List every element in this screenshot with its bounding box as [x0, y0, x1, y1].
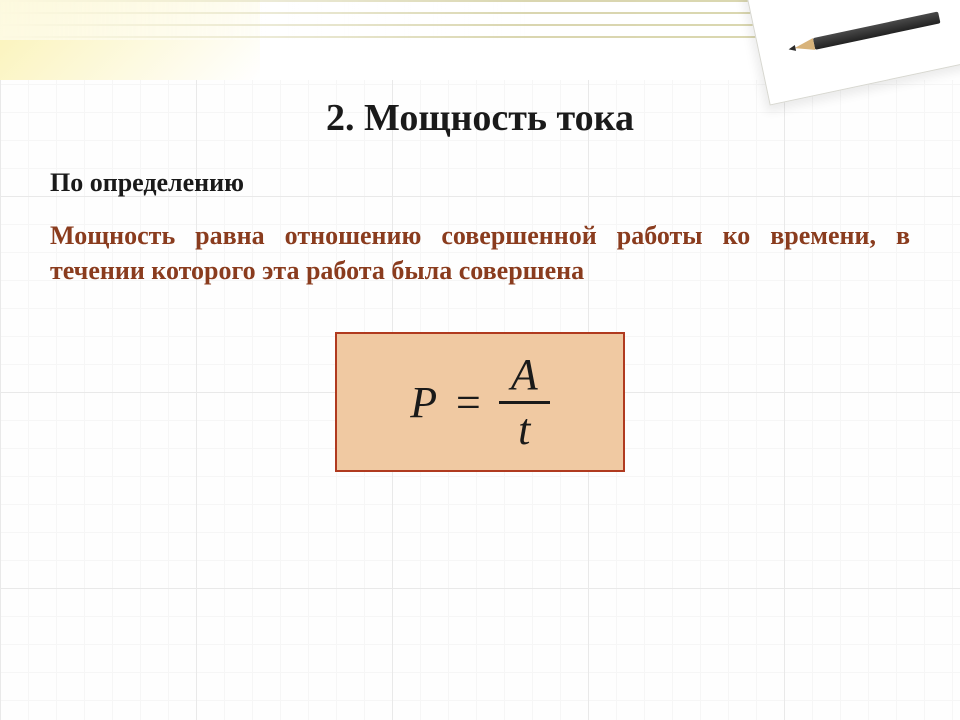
formula-denominator: t: [506, 408, 542, 452]
fraction-bar: [499, 401, 550, 404]
slide-subheading: По определению: [50, 168, 910, 198]
formula-equals: =: [453, 377, 483, 428]
formula: P = A t: [410, 353, 549, 452]
definition-text: Мощность равна отношению совершенной раб…: [50, 218, 910, 288]
header-olive-lines: [0, 0, 960, 40]
header-decorative-band: [0, 0, 960, 80]
formula-numerator: A: [499, 353, 550, 397]
slide-content: 2. Мощность тока По определению Мощность…: [0, 90, 960, 720]
formula-fraction: A t: [499, 353, 550, 452]
formula-lhs: P: [410, 377, 437, 428]
slide-title: 2. Мощность тока: [50, 96, 910, 140]
formula-box: P = A t: [335, 332, 625, 472]
